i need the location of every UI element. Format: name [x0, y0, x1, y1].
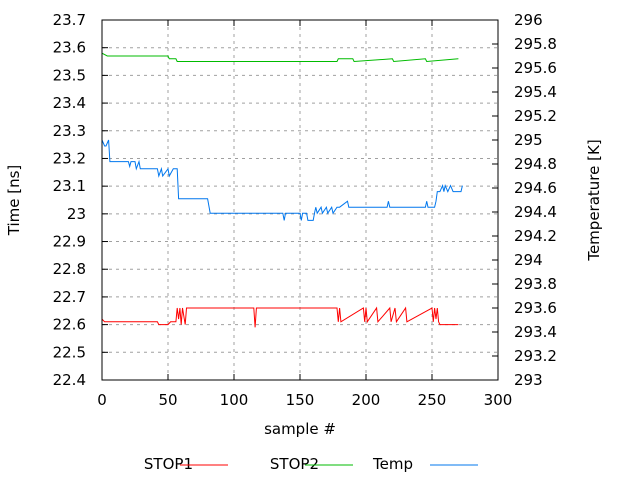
- y2-tick-label: 294.2: [514, 227, 557, 245]
- legend-label-stop2: STOP2: [270, 455, 319, 473]
- y-tick-label: 22.8: [53, 260, 86, 278]
- y-tick-label: 22.4: [53, 371, 86, 389]
- y-axis-label: Time [ns]: [5, 165, 23, 237]
- y-tick-label: 23.6: [53, 39, 86, 57]
- y2-tick-label: 295: [514, 131, 543, 149]
- y2-tick-label: 294.8: [514, 155, 557, 173]
- y-tick-label: 23.5: [53, 66, 86, 84]
- y-tick-label: 23.1: [53, 177, 86, 195]
- y2-tick-label: 295.8: [514, 35, 557, 53]
- y-tick-label: 22.9: [53, 233, 86, 251]
- legend-label-stop1: STOP1: [144, 455, 193, 473]
- y-tick-label: 22.5: [53, 343, 86, 361]
- y2-tick-label: 293.8: [514, 275, 557, 293]
- y-tick-label: 22.7: [53, 288, 86, 306]
- series-line-temp: [101, 139, 463, 221]
- y2-tick-label: 293: [514, 371, 543, 389]
- y-tick-label: 23.4: [53, 94, 86, 112]
- y2-axis-label: Temperature [K]: [585, 139, 603, 261]
- x-tick-label: 250: [418, 391, 447, 409]
- x-tick-label: 300: [484, 391, 513, 409]
- y2-tick-label: 293.4: [514, 323, 557, 341]
- y2-tick-label: 295.2: [514, 107, 557, 125]
- ticks: 0 50 100 150 200 250 300 22.4 22.5 22.6 22.7 22.8 22…: [53, 11, 557, 409]
- x-tick-label: 50: [158, 391, 177, 409]
- x-tick-label: 150: [286, 391, 315, 409]
- y2-tick-label: 294.4: [514, 203, 557, 221]
- y-tick-label: 23.3: [53, 122, 86, 140]
- series-line-stop1: [101, 306, 459, 328]
- grid: [102, 20, 498, 380]
- legend-label-temp: Temp: [372, 455, 413, 473]
- y-tick-label: 23.2: [53, 149, 86, 167]
- series-group: [101, 52, 463, 328]
- x-tick-label: 0: [97, 391, 107, 409]
- x-axis-label: sample #: [264, 420, 336, 438]
- y-tick-label: 23.7: [53, 11, 86, 29]
- y-tick-label: 22.6: [53, 316, 86, 334]
- y2-tick-label: 295.6: [514, 59, 557, 77]
- plot-frame: [101, 19, 499, 381]
- y2-tick-label: 293.2: [514, 347, 557, 365]
- y2-tick-label: 293.6: [514, 299, 557, 317]
- x-tick-label: 200: [352, 391, 381, 409]
- y2-tick-label: 294: [514, 251, 543, 269]
- legend: STOP1 STOP2 Temp: [144, 455, 478, 473]
- y2-tick-label: 294.6: [514, 179, 557, 197]
- y-tick-label: 23: [67, 205, 86, 223]
- series-line-stop2: [101, 52, 459, 63]
- y2-tick-label: 295.4: [514, 83, 557, 101]
- y2-tick-label: 296: [514, 11, 543, 29]
- x-tick-label: 100: [220, 391, 249, 409]
